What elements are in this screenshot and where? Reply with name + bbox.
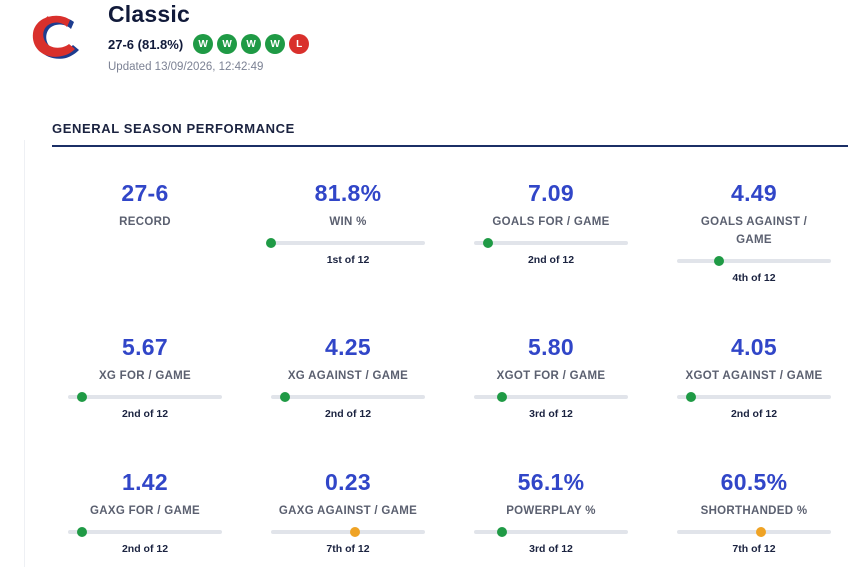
rank-slider-track [677, 527, 831, 537]
rank-text: 1st of 12 [326, 254, 370, 266]
section-title: GENERAL SEASON PERFORMANCE [52, 121, 295, 136]
stat-card: 60.5% SHORTHANDED % 7th of 12 [659, 469, 849, 555]
stat-label: XGOT AGAINST / GAME [685, 370, 823, 382]
rank-slider-track [271, 527, 425, 537]
stat-value: 27-6 [121, 180, 169, 206]
rank-text: 2nd of 12 [527, 254, 575, 266]
rank-marker [756, 527, 766, 537]
stat-value: 81.8% [314, 180, 382, 206]
stat-label: GAXG FOR / GAME [90, 505, 200, 517]
rank-text: 2nd of 12 [730, 408, 778, 420]
form-badge-loss: L [289, 34, 310, 54]
rank-marker [77, 527, 87, 537]
stat-card: 5.80 XGOT FOR / GAME 3rd of 12 [456, 334, 646, 420]
rank-slider-track [474, 238, 628, 248]
rank-text: 2nd of 12 [324, 408, 372, 420]
stat-label: XG AGAINST / GAME [287, 370, 409, 382]
rank-text: 7th of 12 [326, 543, 370, 555]
stat-label: XG FOR / GAME [98, 370, 192, 382]
stat-card: 1.42 GAXG FOR / GAME 2nd of 12 [50, 469, 240, 555]
rank-slider-track [677, 256, 831, 266]
stat-value: 60.5% [720, 469, 788, 495]
rank-marker [77, 392, 87, 402]
form-badge-win: W [217, 34, 238, 54]
stat-label: WIN % [329, 216, 367, 228]
stat-value: 5.67 [122, 334, 168, 360]
rank-slider-track [677, 392, 831, 402]
stat-label: XGOT FOR / GAME [496, 370, 606, 382]
rank-slider-track [68, 527, 222, 537]
rank-marker [280, 392, 290, 402]
stat-card: 4.49 GOALS AGAINST / GAME 4th of 12 [659, 180, 849, 284]
form-badge-win: W [193, 34, 214, 54]
stat-value: 7.09 [528, 180, 574, 206]
stat-value: 1.42 [122, 469, 168, 495]
stat-label: GOALS AGAINST / GAME [700, 216, 808, 246]
stat-card: 27-6 RECORD [50, 180, 240, 231]
stat-card: 4.05 XGOT AGAINST / GAME 2nd of 12 [659, 334, 849, 420]
rank-marker [714, 256, 724, 266]
stat-card: 5.67 XG FOR / GAME 2nd of 12 [50, 334, 240, 420]
record-summary: 27-6 (81.8%) [108, 36, 184, 52]
rank-slider-track [68, 392, 222, 402]
team-logo [32, 15, 79, 59]
rank-slider-track [266, 238, 425, 248]
rank-marker [686, 392, 696, 402]
stat-label: GOALS FOR / GAME [492, 216, 610, 228]
left-divider [24, 140, 25, 567]
stat-value: 0.23 [325, 469, 371, 495]
section-divider [52, 145, 848, 147]
rank-marker [483, 238, 493, 248]
form-badge-win: W [241, 34, 262, 54]
rank-slider-track [474, 527, 628, 537]
rank-text: 3rd of 12 [529, 408, 573, 420]
rank-text: 3rd of 12 [529, 543, 573, 555]
stat-value: 56.1% [517, 469, 585, 495]
stat-label: GAXG AGAINST / GAME [278, 505, 418, 517]
form-badge-win: W [265, 34, 286, 54]
rank-text: 2nd of 12 [121, 408, 169, 420]
rank-text: 2nd of 12 [121, 543, 169, 555]
stat-card: 81.8% WIN % 1st of 12 [253, 180, 443, 266]
stat-label: POWERPLAY % [506, 505, 596, 517]
rank-slider-track [474, 392, 628, 402]
rank-slider-track [271, 392, 425, 402]
rank-marker [497, 527, 507, 537]
rank-text: 4th of 12 [732, 272, 776, 284]
stat-card: 0.23 GAXG AGAINST / GAME 7th of 12 [253, 469, 443, 555]
stat-label: RECORD [119, 216, 171, 228]
stat-value: 5.80 [528, 334, 574, 360]
rank-marker [497, 392, 507, 402]
stat-value: 4.05 [731, 334, 777, 360]
rank-marker [266, 238, 276, 248]
rank-marker [350, 527, 360, 537]
stat-value: 4.49 [731, 180, 777, 206]
stat-card: 56.1% POWERPLAY % 3rd of 12 [456, 469, 646, 555]
rank-text: 7th of 12 [732, 543, 776, 555]
stat-card: 4.25 XG AGAINST / GAME 2nd of 12 [253, 334, 443, 420]
team-name: Classic [108, 1, 190, 27]
stat-label: SHORTHANDED % [700, 505, 808, 517]
stat-card: 7.09 GOALS FOR / GAME 2nd of 12 [456, 180, 646, 266]
updated-timestamp: Updated 13/09/2026, 12:42:49 [108, 61, 264, 73]
stat-value: 4.25 [325, 334, 371, 360]
